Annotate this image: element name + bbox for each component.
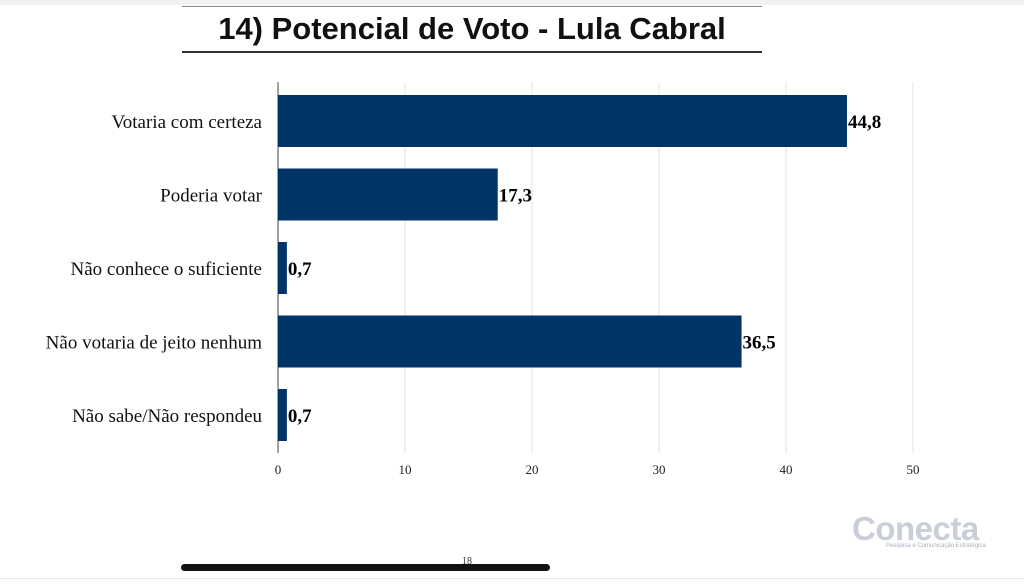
page-number: 18 [462,556,472,567]
bar [278,242,287,294]
category-label: Poderia votar [160,186,263,207]
x-tick-label: 40 [780,462,793,477]
top-strip [0,0,1024,5]
bar [278,168,498,221]
conecta-logo: Conecta Pesquisa e Comunicação Estratégi… [852,512,1012,560]
x-tick-label: 50 [907,462,920,477]
bar [278,389,287,441]
data-label: 36,5 [743,333,776,354]
bar [278,315,742,368]
chart-title: 14) Potencial de Voto - Lula Cabral [218,11,726,46]
logo-tagline: Pesquisa e Comunicação Estratégica [886,543,986,549]
x-tick-label: 30 [653,462,666,477]
logo-brand: Conecta [852,510,979,547]
x-tick-label: 0 [275,462,282,477]
data-label: 0,7 [288,406,312,427]
category-label: Não votaria de jeito nenhum [46,333,263,354]
data-label: 44,8 [848,112,881,133]
data-label: 0,7 [288,259,312,280]
title-box: 14) Potencial de Voto - Lula Cabral [182,6,762,53]
bottom-divider [0,578,1024,579]
category-label: Não sabe/Não respondeu [72,406,262,427]
category-label: Votaria com certeza [111,112,262,133]
category-label: Não conhece o suficiente [71,259,263,280]
data-label: 17,3 [499,186,532,207]
x-tick-label: 10 [399,462,412,477]
x-tick-label: 20 [526,462,539,477]
bar [278,95,847,147]
horizontal-scrollbar[interactable] [181,564,550,571]
